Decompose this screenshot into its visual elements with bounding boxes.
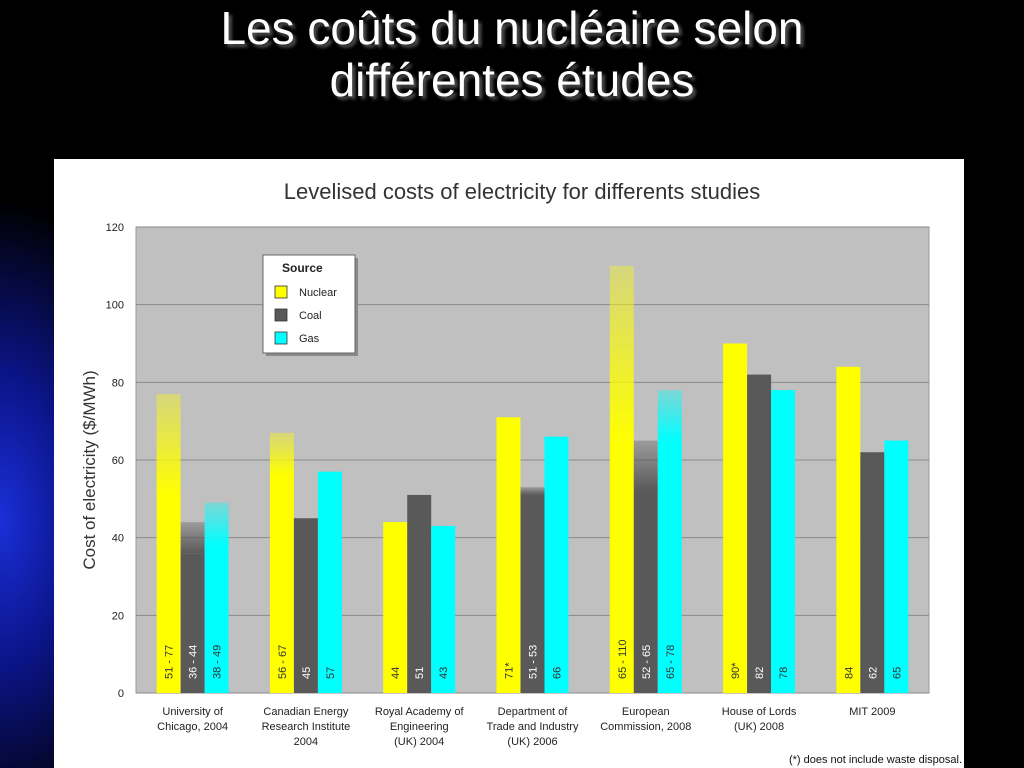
y-tick-label: 120 — [106, 222, 124, 234]
legend-swatch-coal — [274, 308, 288, 322]
x-category-label: (UK) 2004 — [394, 736, 444, 748]
x-category-label: Trade and Industry — [487, 721, 579, 733]
gas-value-label: 57 — [325, 667, 337, 679]
coal-bar — [747, 374, 772, 693]
x-category-label: Commission, 2008 — [600, 721, 691, 733]
legend-label-coal: Coal — [299, 310, 322, 322]
gas-bar — [544, 436, 569, 693]
chart-title: Levelised costs of electricity for diffe… — [284, 179, 760, 204]
gas-bar — [317, 471, 342, 693]
coal-value-label: 51 - 53 — [528, 645, 540, 679]
nuclear-value-label: 90* — [730, 662, 742, 679]
y-tick-label: 80 — [112, 377, 124, 389]
legend: Source Nuclear Coal Gas — [262, 254, 358, 356]
coal-bar — [520, 494, 545, 693]
x-category-label: House of Lords — [722, 706, 797, 718]
x-category-label: Royal Academy of — [375, 706, 465, 718]
nuclear-value-label: 44 — [390, 667, 402, 679]
gas-value-label: 38 - 49 — [212, 645, 224, 679]
legend-label-nuclear: Nuclear — [299, 287, 337, 299]
x-category-label: (UK) 2006 — [507, 736, 557, 748]
y-tick-label: 20 — [112, 610, 124, 622]
gas-bar — [431, 526, 456, 693]
gas-value-label: 65 — [891, 667, 903, 679]
gas-value-label: 66 — [552, 667, 564, 679]
gas-bar — [204, 545, 229, 693]
coal-bar — [860, 452, 885, 693]
nuclear-range-bar — [156, 393, 181, 495]
coal-value-label: 62 — [867, 667, 879, 679]
chart-figure: Levelised costs of electricity for diffe… — [54, 159, 964, 768]
gas-value-label: 65 - 78 — [665, 645, 677, 679]
legend-swatch-gas — [274, 331, 288, 345]
x-category-label: Chicago, 2004 — [157, 721, 228, 733]
nuclear-bar — [496, 417, 521, 693]
coal-range-bar — [180, 522, 205, 554]
gas-bar — [771, 390, 796, 693]
y-axis-label: Cost of electricity ($/MWh) — [80, 370, 99, 569]
x-category-label: Engineering — [390, 721, 449, 733]
gas-value-label: 78 — [778, 667, 790, 679]
coal-value-label: 45 — [301, 667, 313, 679]
nuclear-bar — [836, 366, 861, 693]
coal-value-label: 82 — [754, 667, 766, 679]
nuclear-value-label: 51 - 77 — [164, 645, 176, 679]
coal-bar — [633, 491, 658, 693]
x-category-label: University of — [162, 706, 223, 718]
gas-value-label: 43 — [438, 667, 450, 679]
nuclear-range-bar — [609, 265, 634, 441]
gas-range-bar — [204, 502, 229, 546]
x-category-label: 2004 — [294, 736, 318, 748]
nuclear-value-label: 65 - 110 — [617, 639, 629, 679]
slide-title: Les coûts du nucléaire selon différentes… — [0, 2, 1024, 106]
nuclear-bar — [156, 494, 181, 693]
nuclear-range-bar — [269, 432, 294, 476]
coal-value-label: 51 — [414, 667, 426, 679]
gas-range-bar — [657, 390, 682, 441]
coal-value-label: 36 - 44 — [188, 645, 200, 679]
coal-value-label: 52 - 65 — [641, 645, 653, 679]
nuclear-bar — [723, 343, 748, 693]
y-tick-label: 0 — [118, 688, 124, 700]
x-category-label: Canadian Energy — [263, 706, 349, 718]
slide-title-line-2: différentes études — [329, 54, 695, 106]
nuclear-bar — [269, 475, 294, 693]
slide-title-line-1: Les coûts du nucléaire selon — [220, 2, 804, 54]
legend-swatch-nuclear — [274, 285, 288, 299]
x-category-label: Department of — [498, 706, 569, 718]
legend-label-gas: Gas — [299, 333, 320, 345]
coal-bar — [180, 553, 205, 693]
x-category-label: MIT 2009 — [849, 706, 895, 718]
coal-range-bar — [520, 487, 545, 495]
nuclear-value-label: 71* — [504, 662, 516, 679]
nuclear-value-label: 56 - 67 — [277, 645, 289, 679]
y-tick-label: 60 — [112, 455, 124, 467]
gas-bar — [657, 440, 682, 693]
nuclear-value-label: 84 — [843, 667, 855, 679]
plot-area: 0 20 40 60 80 100 120 51 - 77 36 - 44 38 - 49 Univ… — [106, 222, 930, 748]
nuclear-bar — [609, 440, 634, 693]
coal-bar — [293, 518, 318, 693]
x-category-label: European — [622, 706, 670, 718]
gas-bar — [884, 440, 909, 693]
y-tick-label: 40 — [112, 533, 124, 545]
x-category-label: (UK) 2008 — [734, 721, 784, 733]
coal-range-bar — [633, 440, 658, 492]
footnote: (*) does not include waste disposal. — [789, 754, 962, 766]
coal-bar — [407, 494, 432, 693]
y-tick-label: 100 — [106, 300, 124, 312]
nuclear-bar — [383, 522, 408, 693]
x-category-label: Research Institute — [262, 721, 351, 733]
legend-title: Source — [282, 261, 323, 275]
